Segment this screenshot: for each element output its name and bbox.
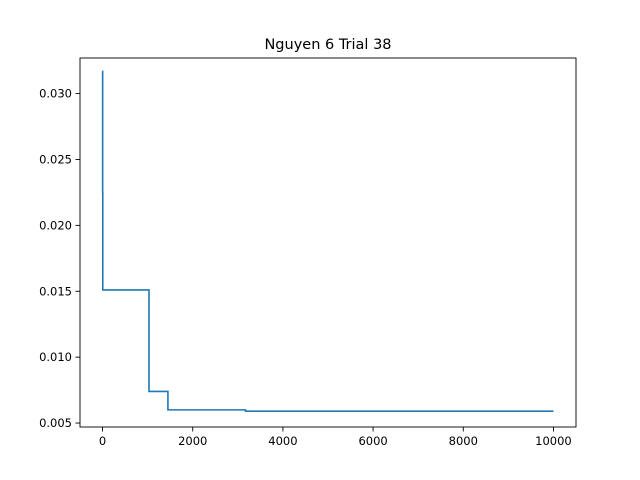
plot-area [101, 70, 554, 412]
y-tick-label: 0.025 [39, 152, 72, 166]
y-tick-label: 0.010 [39, 350, 72, 364]
y-tick-label: 0.015 [39, 284, 72, 298]
x-tick-label: 4000 [268, 434, 297, 448]
x-tick-label: 2000 [178, 434, 207, 448]
x-tick-label: 10000 [535, 434, 572, 448]
plot-frame [79, 57, 577, 428]
x-tick-label: 8000 [449, 434, 478, 448]
x-tick-label: 6000 [358, 434, 387, 448]
series-line-0 [101, 70, 554, 412]
y-tick-label: 0.020 [39, 218, 72, 232]
y-tick-label: 0.005 [39, 416, 72, 430]
x-tick-label: 0 [99, 434, 106, 448]
axis-ticks: 0 2000 4000 6000 8000 10000 0.005 0.010 0.015 0.0… [39, 87, 572, 448]
chart-title: Nguyen 6 Trial 38 [264, 37, 391, 53]
y-tick-label: 0.030 [39, 87, 72, 101]
